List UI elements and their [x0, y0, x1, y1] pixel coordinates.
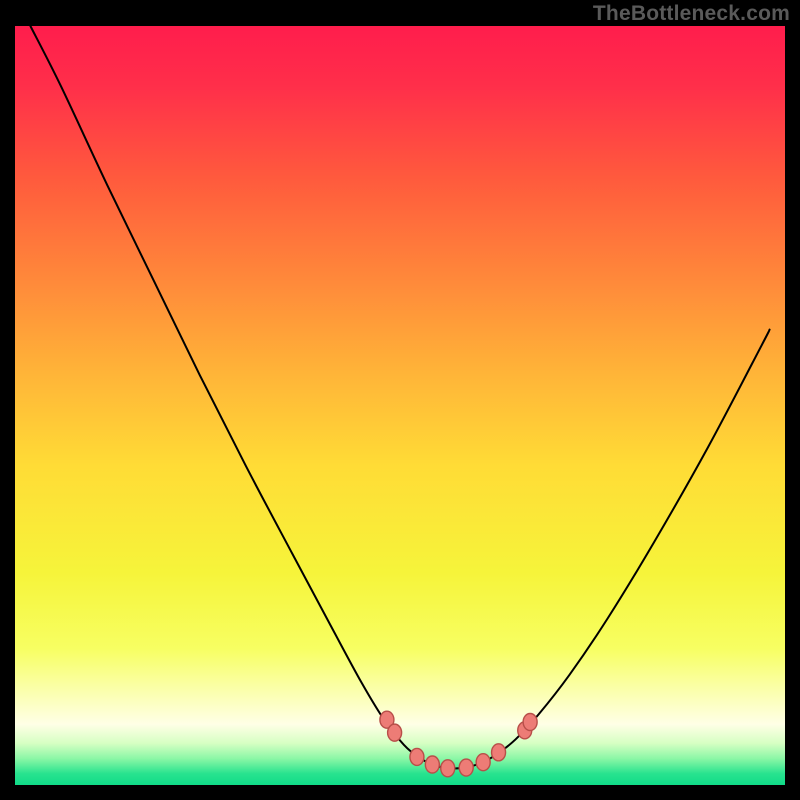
curve-marker — [425, 756, 439, 773]
chart-root: TheBottleneck.com — [0, 0, 800, 800]
curve-marker — [410, 748, 424, 765]
curve-marker — [492, 744, 506, 761]
curve-marker — [459, 759, 473, 776]
curve-marker — [476, 754, 490, 771]
chart-svg — [0, 0, 800, 800]
curve-marker — [388, 724, 402, 741]
plot-area — [15, 26, 785, 785]
curve-marker — [441, 760, 455, 777]
watermark-text: TheBottleneck.com — [593, 2, 790, 26]
curve-marker — [523, 714, 537, 731]
